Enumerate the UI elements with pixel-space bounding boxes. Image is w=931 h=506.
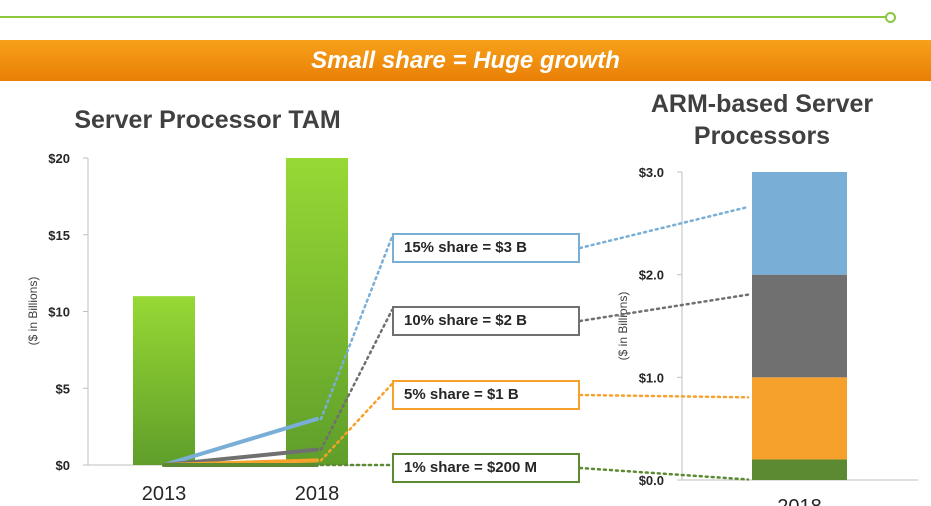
right-y-axis-label: ($ in Billions) [616,292,630,361]
right-y-tick-label: $3.0 [639,165,664,180]
leader-right-3 [578,393,750,399]
stacked-segment-2 [752,377,847,460]
top-accent-dot [885,12,896,23]
right-y-tick-label: $0.0 [639,473,664,488]
left-y-tick-label: $5 [56,381,70,396]
stacked-segment-3 [752,274,847,378]
right-chart-title: ARM-based Server Processors [612,88,912,152]
right-title-line-2: Processors [693,122,831,150]
left-y-tick-label: $10 [48,305,70,320]
callout-1-percent: 1% share = $200 M [392,453,580,483]
share-line-1 [162,416,319,467]
leader-right-1 [578,205,750,250]
left-y-axis-label: ($ in Billions) [26,277,40,346]
leader-left-3 [319,382,394,462]
right-y-tick-label: $1.0 [639,370,664,385]
callout-10-percent: 10% share = $2 B [392,306,580,336]
left-y-tick-label: $0 [56,458,70,473]
stacked-segment-4 [752,172,847,275]
callout-15-percent: 15% share = $3 B [392,233,580,263]
banner: Small share = Huge growth [0,40,931,81]
callout-5-percent: 5% share = $1 B [392,380,580,410]
left-bar-2018 [286,158,348,465]
leader-left-1 [319,235,394,421]
leader-right-4 [578,466,750,481]
left-x-tick-label: 2013 [142,483,187,505]
right-x-tick-label: 2018 [777,496,822,506]
left-y-tick-label: $20 [48,151,70,166]
left-bar-2013 [133,296,195,465]
left-y-tick-label: $15 [48,228,70,243]
stacked-segment-1 [752,459,847,480]
right-title-line-1: ARM-based Server [650,90,874,118]
top-accent-line [0,16,888,18]
right-y-tick-label: $2.0 [639,268,664,283]
left-x-tick-label: 2018 [295,483,340,505]
leader-right-2 [578,293,750,323]
left-chart-title: Server Processor TAM [74,106,341,134]
leader-left-2 [319,308,394,451]
